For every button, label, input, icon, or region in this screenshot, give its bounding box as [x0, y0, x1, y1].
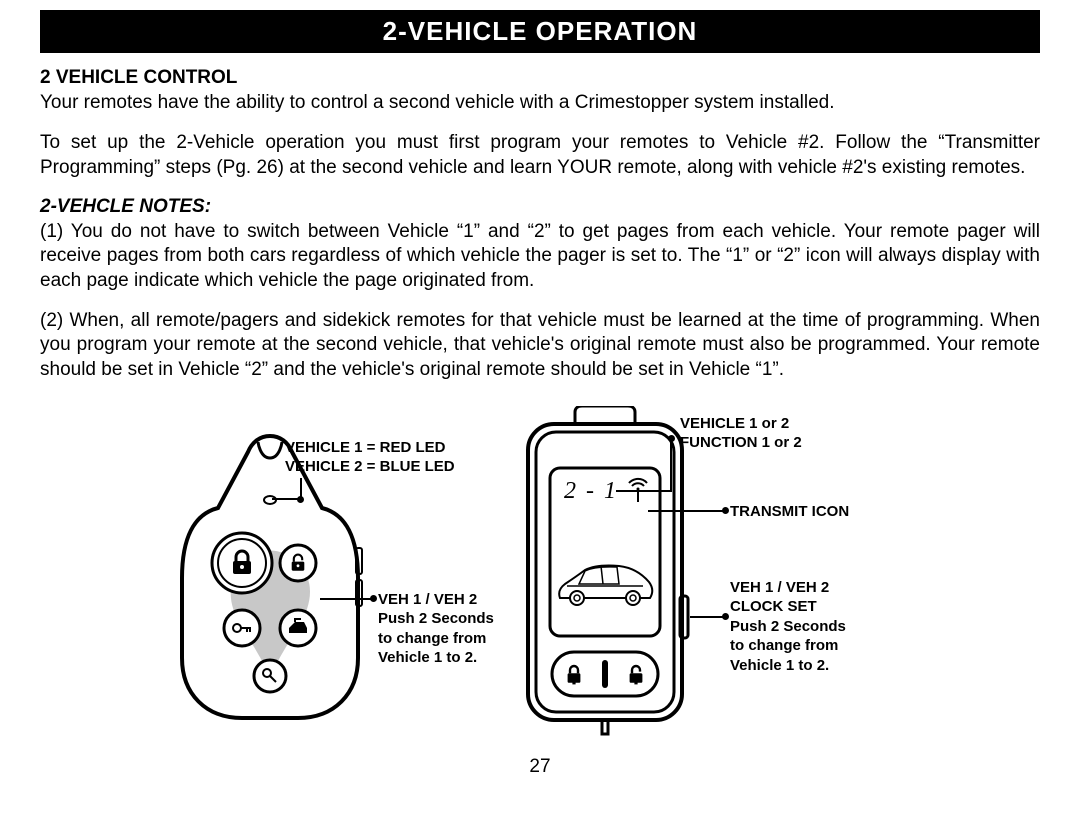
- label-transmit-icon: TRANSMIT ICON: [730, 502, 849, 522]
- label-veh-switch-right-l4: to change from: [730, 637, 838, 654]
- label-vehicle-function: VEHICLE 1 or 2 FUNCTION 1 or 2: [680, 414, 802, 453]
- label-veh-switch-left: VEH 1 / VEH 2 Push 2 Seconds to change f…: [378, 590, 494, 668]
- label-veh-switch-right: VEH 1 / VEH 2 CLOCK SET Push 2 Seconds t…: [730, 578, 846, 676]
- para-intro: Your remotes have the ability to control…: [40, 91, 1040, 115]
- label-vehicle-1or2: VEHICLE 1 or 2: [680, 415, 789, 432]
- label-veh-switch-right-l2: CLOCK SET: [730, 598, 817, 615]
- label-led-line1: VEHICLE 1 = RED LED: [285, 439, 445, 456]
- label-veh-switch-left-l2: Push 2 Seconds: [378, 610, 494, 627]
- label-led-colors: VEHICLE 1 = RED LED VEHICLE 2 = BLUE LED: [285, 438, 455, 477]
- page-title: 2-VEHICLE OPERATION: [40, 10, 1040, 53]
- page-number: 27: [40, 756, 1040, 778]
- para-setup: To set up the 2-Vehicle operation you mu…: [40, 131, 1040, 180]
- label-led-line2: VEHICLE 2 = BLUE LED: [285, 458, 455, 475]
- label-veh-switch-right-l1: VEH 1 / VEH 2: [730, 579, 829, 596]
- lcd-vehicle-indicator: 2 - 1: [564, 478, 618, 505]
- label-veh-switch-left-l3: to change from: [378, 630, 486, 647]
- label-veh-switch-right-l5: Vehicle 1 to 2.: [730, 657, 829, 674]
- label-veh-switch-left-l4: Vehicle 1 to 2.: [378, 649, 477, 666]
- label-function-1or2: FUNCTION 1 or 2: [680, 434, 802, 451]
- heading-vehicle-control: 2 VEHICLE CONTROL: [40, 67, 1040, 89]
- diagram-area: VEHICLE 1 = RED LED VEHICLE 2 = BLUE LED…: [40, 398, 1040, 748]
- heading-vehicle-notes: 2-VEHCLE NOTES:: [40, 196, 1040, 218]
- remote-pager-icon: [520, 406, 690, 736]
- label-veh-switch-right-l3: Push 2 Seconds: [730, 618, 846, 635]
- note-2: (2) When, all remote/pagers and sidekick…: [40, 309, 1040, 382]
- label-veh-switch-left-l1: VEH 1 / VEH 2: [378, 591, 477, 608]
- note-1: (1) You do not have to switch between Ve…: [40, 220, 1040, 293]
